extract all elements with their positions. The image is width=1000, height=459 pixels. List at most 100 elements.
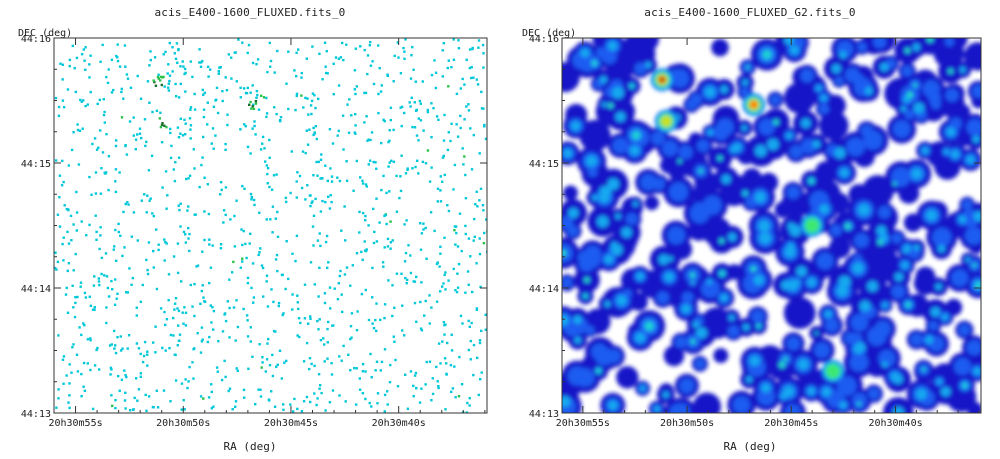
photon-pixel xyxy=(174,95,178,98)
photon-pixel xyxy=(166,194,169,197)
photon-pixel xyxy=(430,306,433,309)
photon-pixel xyxy=(426,108,429,112)
photon-pixel xyxy=(223,312,227,315)
photon-pixel xyxy=(311,225,315,228)
source-peak xyxy=(805,218,820,233)
photon-pixel xyxy=(419,248,423,251)
photon-pixel xyxy=(242,307,245,311)
photon-pixel xyxy=(428,180,432,183)
photon-pixel xyxy=(483,125,486,128)
photon-pixel xyxy=(329,167,332,170)
photon-pixel xyxy=(328,286,332,289)
photon-pixel xyxy=(177,204,180,207)
photon-pixel xyxy=(187,226,190,230)
photon-pixel xyxy=(224,76,227,79)
photon-pixel xyxy=(455,92,459,96)
photon-pixel xyxy=(235,199,238,202)
photon-pixel xyxy=(66,269,69,273)
flux-blob xyxy=(629,292,648,311)
photon-pixel xyxy=(478,252,482,256)
photon-pixel xyxy=(305,57,308,60)
photon-pixel xyxy=(386,403,389,406)
photon-pixel xyxy=(66,88,70,91)
plot-area-smoothed[interactable]: 20h30m55s 20h30m50s 20h30m45s 20h30m40s44:1… xyxy=(500,0,1000,459)
photon-pixel xyxy=(353,366,356,370)
photon-pixel xyxy=(132,116,135,119)
photon-pixel xyxy=(458,355,461,359)
photon-pixel xyxy=(86,103,89,106)
photon-pixel xyxy=(456,286,460,289)
photon-pixel xyxy=(419,327,423,330)
photon-pixel xyxy=(470,168,474,171)
photon-pixel xyxy=(119,349,123,352)
flux-blob xyxy=(758,220,771,232)
photon-pixel xyxy=(419,300,422,304)
photon-pixel xyxy=(82,361,86,365)
photon-pixel xyxy=(472,133,475,137)
photon-pixel xyxy=(110,394,113,397)
photon-pixel xyxy=(258,251,261,254)
photon-pixel xyxy=(272,300,275,304)
photon-pixel xyxy=(310,201,313,205)
photon-pixel xyxy=(84,68,87,71)
flux-blob xyxy=(814,342,830,359)
photon-pixel xyxy=(479,378,482,381)
photon-pixel xyxy=(373,230,376,234)
photon-pixel xyxy=(97,146,100,149)
photon-pixel xyxy=(383,316,386,320)
flux-blob xyxy=(692,392,721,413)
photon-pixel xyxy=(392,80,395,83)
photon-pixel xyxy=(168,41,171,45)
photon-pixel xyxy=(179,132,182,135)
flux-blob xyxy=(607,178,620,190)
photon-pixel xyxy=(264,160,267,163)
photon-pixel xyxy=(82,48,85,51)
flux-blob xyxy=(604,254,614,264)
photon-pixel xyxy=(464,224,467,228)
photon-pixel xyxy=(270,390,273,393)
flux-blob xyxy=(881,361,888,368)
photon-pixel xyxy=(326,72,329,75)
photon-pixel xyxy=(257,388,260,391)
flux-blob xyxy=(906,91,914,98)
photon-pixel xyxy=(363,91,366,95)
photon-pixel xyxy=(80,100,83,103)
photon-pixel xyxy=(54,251,57,254)
plot-area-raw[interactable]: 20h30m55s 20h30m50s 20h30m45s 20h30m40s44:1… xyxy=(0,0,500,459)
photon-pixel xyxy=(80,333,83,337)
photon-pixel xyxy=(219,181,223,184)
flux-blob xyxy=(616,366,639,389)
photon-pixel xyxy=(135,377,138,380)
flux-blob xyxy=(727,325,740,338)
photon-pixel xyxy=(114,351,118,355)
photon-pixel xyxy=(265,115,268,118)
photon-pixel xyxy=(398,196,401,200)
y-tick-label: 44:16 xyxy=(21,34,51,45)
flux-blob xyxy=(694,171,720,197)
photon-pixel xyxy=(168,74,172,77)
photon-pixel xyxy=(239,96,242,99)
photon-pixel xyxy=(206,340,209,344)
flux-blob xyxy=(894,272,904,282)
flux-blob xyxy=(674,336,687,349)
photon-pixel xyxy=(203,176,206,179)
photon-pixel xyxy=(240,228,243,231)
photon-pixel xyxy=(359,45,362,48)
photon-pixel xyxy=(370,131,374,134)
flux-blob xyxy=(773,119,779,126)
flux-blob xyxy=(971,84,981,98)
photon-pixel xyxy=(354,132,357,135)
flux-blob xyxy=(658,254,669,265)
photon-pixel xyxy=(150,154,154,157)
photon-pixel xyxy=(183,72,186,76)
photon-pixel xyxy=(292,410,295,413)
photon-pixel xyxy=(450,349,454,352)
photon-pixel xyxy=(323,292,327,295)
source-pixel xyxy=(254,102,258,105)
flux-blob xyxy=(583,294,588,298)
photon-pixel xyxy=(152,406,155,409)
photon-pixel xyxy=(302,400,306,403)
photon-pixel xyxy=(450,122,453,125)
flux-blob xyxy=(921,147,929,155)
photon-pixel xyxy=(135,314,138,317)
